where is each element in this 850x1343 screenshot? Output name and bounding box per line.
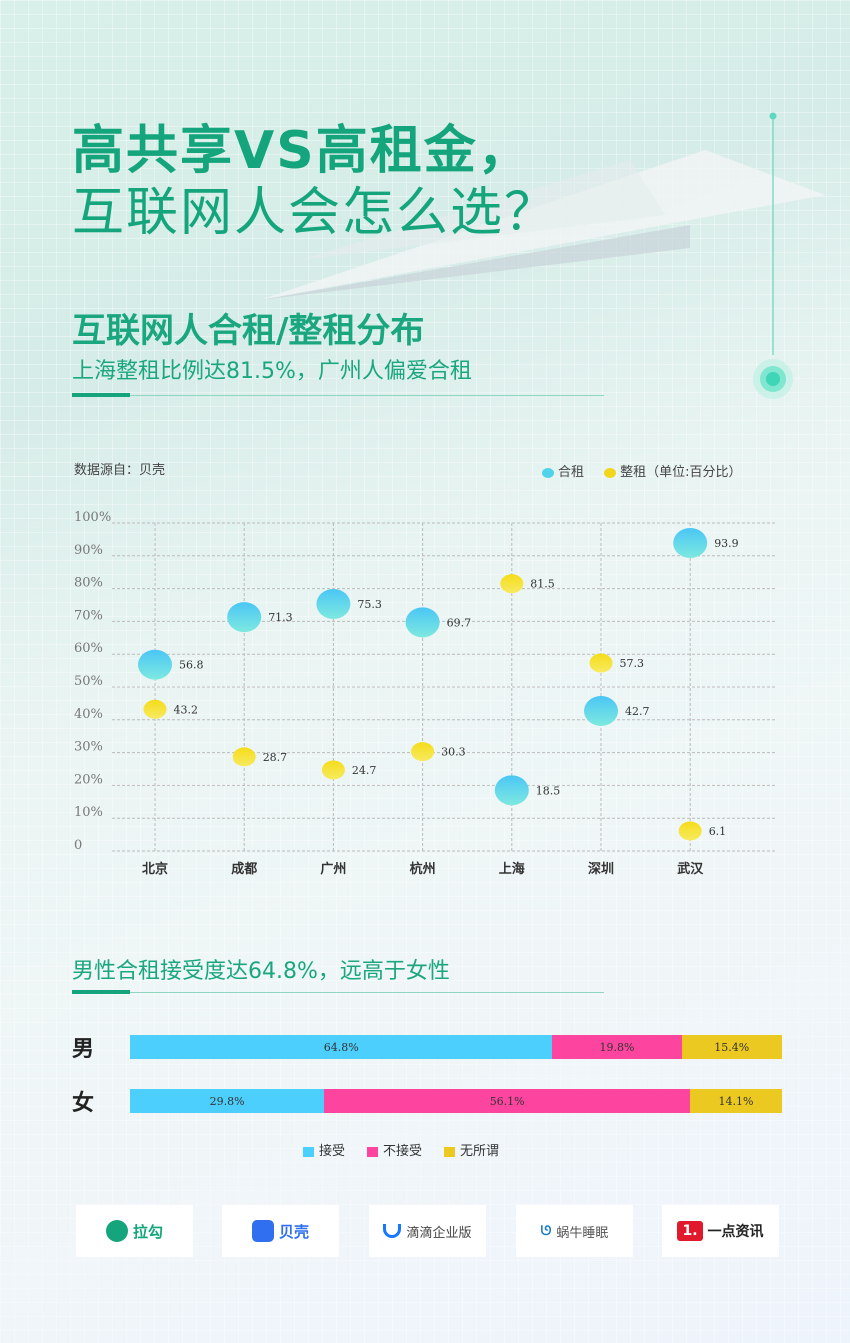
data-label: 71.3 (268, 611, 293, 624)
bar-legend: 接受 不接受 无所谓 (303, 1140, 521, 1159)
point-hezu (673, 528, 708, 559)
point-zhengzu (411, 742, 435, 762)
point-hezu (494, 775, 529, 806)
data-label: 69.7 (447, 616, 472, 629)
title-line-2: 互联网人会怎么选？ (72, 183, 559, 243)
data-label: 57.3 (620, 657, 645, 670)
bar-value-label: 29.8% (209, 1094, 245, 1108)
data-label: 56.8 (179, 659, 204, 672)
y-tick-label: 20% (74, 772, 103, 787)
y-tick-label: 50% (74, 674, 103, 689)
legend-swatch (444, 1146, 456, 1157)
point-zhengzu (589, 653, 613, 673)
point-hezu (584, 695, 618, 726)
data-label: 24.7 (352, 764, 377, 777)
bar-value-label: 19.8% (599, 1040, 635, 1054)
legend-label-hezu: 合租 (558, 465, 585, 480)
bar-legend-item: 接受 (303, 1144, 345, 1159)
legend-unit-note: （单位:百分比） (646, 465, 742, 480)
section2-heading: 男性合租接受度达64.8%，远高于女性 (72, 959, 450, 984)
bar-category-label: 男 (72, 1037, 95, 1062)
legend-label: 不接受 (383, 1144, 423, 1159)
bar-category-label: 女 (72, 1091, 95, 1116)
legend-dot-hezu (542, 467, 554, 478)
y-tick-label: 80% (74, 576, 103, 591)
data-label: 28.7 (263, 751, 288, 764)
section1-heading: 互联网人合租/整租分布 (72, 311, 425, 351)
x-tick-label: 广州 (320, 861, 346, 877)
bar-segment-2: 15.4% (681, 1035, 782, 1059)
y-tick-label: 70% (74, 608, 103, 623)
point-hezu (227, 602, 262, 633)
scatter-chart: 0 10% 20% 30% 40% 50% 60% 70% 80% 90% 100% 北京 成都 广州 杭州… (74, 510, 776, 877)
x-tick-label: 成都 (231, 861, 257, 877)
bar-value-label: 14.1% (718, 1094, 754, 1108)
point-zhengzu (500, 574, 524, 594)
legend-label: 接受 (319, 1144, 346, 1159)
stacked-bar: 64.8% 19.8% 15.4% (130, 1035, 782, 1059)
data-label: 18.5 (536, 784, 561, 797)
bar-segment-2: 14.1% (690, 1089, 782, 1113)
scatter-legend: 合租 整租（单位:百分比） (542, 461, 742, 480)
y-tick-label: 60% (74, 641, 103, 656)
bar-legend-item: 无所谓 (444, 1144, 499, 1159)
bar-value-label: 56.1% (489, 1094, 525, 1108)
point-hezu (138, 649, 172, 680)
title-line-1: 高共享VS高租金， (72, 121, 532, 181)
legend-swatch (367, 1146, 379, 1157)
point-zhengzu (678, 821, 702, 841)
logo-didi: 滴滴企业版 (369, 1205, 486, 1257)
data-label: 93.9 (714, 537, 739, 550)
logo-lagou: 拉勾 (76, 1205, 193, 1257)
y-tick-label: 90% (74, 543, 103, 558)
section1-subheading: 上海整租比例达81.5%，广州人偏爱合租 (72, 359, 472, 384)
data-label: 42.7 (625, 705, 650, 718)
logo-beike: 贝壳 (222, 1205, 339, 1257)
point-zhengzu (321, 760, 345, 780)
y-tick-label: 10% (74, 805, 103, 820)
section2-divider (72, 990, 604, 994)
bar-value-label: 64.8% (323, 1040, 359, 1054)
section1-divider (72, 393, 604, 397)
data-label: 43.2 (174, 703, 199, 716)
point-hezu (316, 589, 351, 620)
legend-swatch (303, 1146, 314, 1157)
y-tick-label: 40% (74, 707, 103, 722)
bar-segment-0: 64.8% (130, 1035, 553, 1059)
x-tick-label: 上海 (499, 861, 525, 877)
legend-label-zhengzu: 整租 (620, 465, 647, 480)
data-label: 6.1 (709, 825, 727, 838)
x-tick-label: 武汉 (677, 861, 704, 877)
point-zhengzu (143, 699, 167, 719)
data-label: 81.5 (530, 578, 555, 591)
bar-value-label: 15.4% (714, 1040, 750, 1054)
legend-label: 无所谓 (460, 1144, 500, 1159)
legend-dot-zhengzu (604, 467, 617, 478)
bar-segment-0: 29.8% (130, 1089, 325, 1113)
data-label: 75.3 (357, 598, 382, 611)
y-tick-label: 100% (74, 510, 111, 525)
paper-plane-decoration (260, 112, 825, 399)
bar-segment-1: 19.8% (552, 1035, 682, 1059)
bar-legend-item: 不接受 (367, 1144, 422, 1159)
data-source: 数据源自：贝壳 (74, 463, 166, 478)
x-tick-label: 深圳 (588, 861, 614, 877)
x-tick-label: 杭州 (410, 861, 436, 877)
stacked-bar: 29.8% 56.1% 14.1% (130, 1089, 782, 1113)
data-label: 30.3 (441, 746, 466, 759)
point-hezu (405, 607, 440, 638)
logo-yidian: 1. 一点资讯 (662, 1205, 779, 1257)
logo-snail-sleep: ᘎ 蜗牛睡眠 (516, 1205, 633, 1257)
y-tick-label: 0 (74, 838, 82, 853)
y-tick-label: 30% (74, 740, 103, 755)
x-tick-label: 北京 (142, 861, 168, 877)
bar-segment-1: 56.1% (324, 1089, 691, 1113)
point-zhengzu (232, 747, 256, 767)
